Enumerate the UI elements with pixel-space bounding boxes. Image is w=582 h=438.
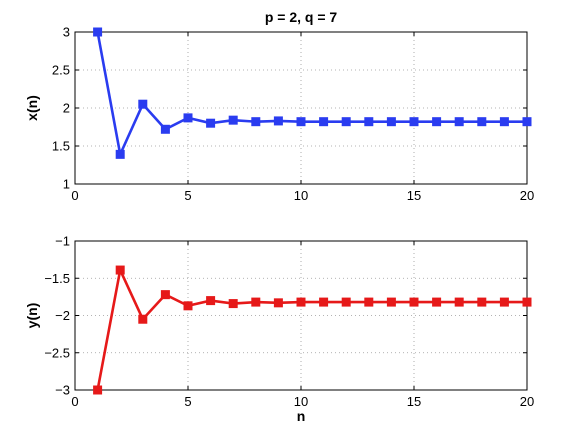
bottom-y-tick-label: −2.5 [44,345,70,360]
top-data-point [499,117,509,127]
bottom-data-point [386,297,396,307]
top-data-point [273,116,283,126]
bottom-y-tick-label: −1.5 [44,271,70,286]
bottom-data-point [319,297,329,307]
bottom-data-point [206,296,216,306]
top-data-point [183,113,193,123]
bottom-y-axis-label: y(n) [24,303,40,329]
top-data-point [228,115,238,125]
bottom-data-point [432,297,442,307]
top-data-point [319,117,329,127]
top-data-point [138,99,148,109]
bottom-data-point [296,297,306,307]
top-data-point [522,117,532,127]
top-x-tick-label: 20 [520,188,534,203]
top-series-line [96,31,527,159]
top-data-point [386,117,396,127]
top-x-tick-label: 5 [184,188,191,203]
top-data-point [115,149,125,159]
top-data-point [409,117,419,127]
top-x-tick-label: 10 [294,188,308,203]
top-y-tick-label: 2 [63,101,70,116]
top-x-tick-label: 15 [407,188,421,203]
top-data-point [364,117,374,127]
bottom-x-axis-label: n [297,408,306,424]
bottom-y-tick-label: −3 [55,383,70,398]
bottom-data-point [183,301,193,311]
bottom-data-point [228,299,238,309]
top-data-point [296,117,306,127]
bottom-data-point [409,297,419,307]
bottom-x-tick-label: 20 [520,394,534,409]
bottom-x-tick-label: 0 [71,394,78,409]
top-y-tick-label: 1 [63,177,70,192]
chart-title: p = 2, q = 7 [265,9,338,25]
bottom-data-point [499,297,509,307]
top-x-tick-label: 0 [71,188,78,203]
bottom-data-point [364,297,374,307]
top-y-tick-label: 1.5 [52,139,70,154]
bottom-data-point [138,314,148,324]
top-chart-panel: 0 5 10 15 20 1 1.5 2 2.5 3 x(n) [24,25,534,204]
bottom-data-point [251,297,261,307]
bottom-data-point [160,290,170,300]
top-data-point [160,124,170,134]
bottom-data-point [341,297,351,307]
bottom-x-tick-label: 15 [407,394,421,409]
top-y-axis-label: x(n) [24,95,40,121]
bottom-series-line [96,265,527,391]
bottom-data-point [477,297,487,307]
bottom-y-tick-label: −2 [55,308,70,323]
bottom-chart-panel: 0 5 10 15 20 −3 −2.5 −2 −1.5 −1 y(n) n [24,234,534,425]
top-data-point [93,27,103,37]
bottom-data-point [93,385,103,395]
bottom-x-tick-label: 10 [294,394,308,409]
top-data-point [432,117,442,127]
top-data-point [341,117,351,127]
bottom-data-point [273,298,283,308]
top-data-point [477,117,487,127]
top-data-point [251,117,261,127]
top-data-point [454,117,464,127]
bottom-y-tick-label: −1 [55,234,70,249]
bottom-data-point [454,297,464,307]
bottom-data-point [115,265,125,275]
top-y-tick-label: 3 [63,25,70,40]
bottom-data-point [522,297,532,307]
bottom-x-tick-label: 5 [184,394,191,409]
top-y-tick-label: 2.5 [52,63,70,78]
top-data-point [206,118,216,128]
